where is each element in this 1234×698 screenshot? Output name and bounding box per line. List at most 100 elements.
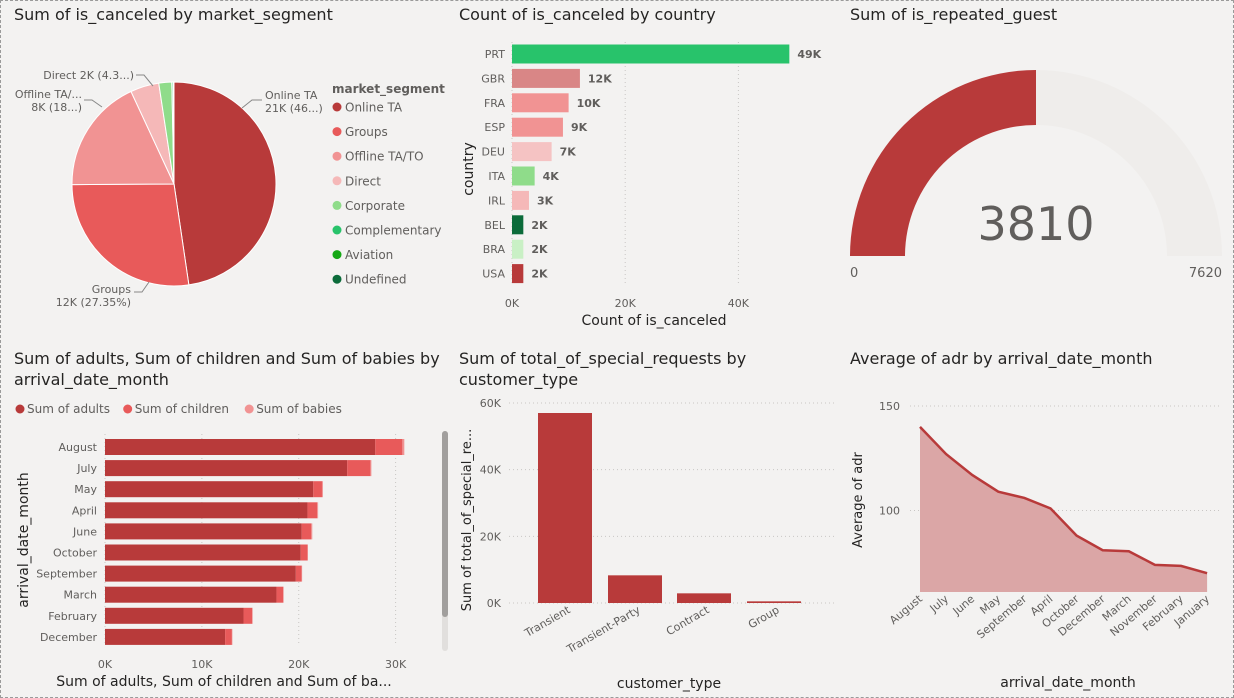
x-tick-contract: Contract <box>664 603 712 638</box>
bar-transient-party <box>608 575 662 603</box>
bar-february-s1 <box>243 607 253 624</box>
country-bar-chart: 0K 20K 40K PRT 49K GBR 12K FRA 10K ESP 9K DEU 7K ITA 4… <box>461 42 822 329</box>
scrollbar-thumb <box>442 431 448 617</box>
leader-online-ta <box>241 99 262 109</box>
legend-marker-4 <box>332 200 342 210</box>
label-groups-1: Groups <box>92 283 131 296</box>
y-tick-prt: PRT <box>485 48 505 61</box>
bar-transient <box>538 413 592 603</box>
label-groups-2: 12K (27.35%) <box>56 296 131 309</box>
data-label-bel: 2K <box>531 219 548 232</box>
leader-groups <box>134 281 150 293</box>
pie-title: Sum of is_canceled by market_segment <box>14 5 333 24</box>
label-offline-1: Offline TA/... <box>15 88 82 101</box>
legend-item-2: Sum of babies <box>256 402 342 416</box>
y-tick-december: December <box>40 631 98 644</box>
legend-marker-5 <box>332 225 342 235</box>
data-label-deu: 7K <box>560 146 577 159</box>
gauge-visual[interactable]: Sum of is_repeated_guest 3810 0 7620 <box>850 4 1228 334</box>
bar-april-s1 <box>307 502 318 519</box>
bar-december-s1 <box>225 628 232 645</box>
y-tick-deu: DEU <box>482 146 505 159</box>
label-online-ta-2: 21K (46...) <box>265 102 323 115</box>
legend-item-5: Complementary <box>345 224 442 238</box>
y-tick-april: April <box>72 504 97 517</box>
x-tick-2: 40K <box>728 297 750 310</box>
y-tick-october: October <box>53 547 97 560</box>
legend-item-6: Aviation <box>345 248 393 262</box>
x-tick-1: 10K <box>191 658 213 671</box>
legend-item-1: Groups <box>345 125 388 139</box>
pie-visual[interactable]: Sum of is_canceled by market_segment Onl… <box>14 4 445 334</box>
legend-marker-7 <box>332 274 342 284</box>
bar-july-s2 <box>370 460 372 477</box>
y-tick-fra: FRA <box>484 97 506 110</box>
y-tick-may: May <box>74 483 97 496</box>
x-tick-3: 30K <box>385 658 407 671</box>
y-axis-title: country <box>461 142 477 196</box>
legend-item-2: Offline TA/TO <box>345 150 424 164</box>
y-tick-irl: IRL <box>488 194 506 207</box>
legend-marker-0 <box>15 404 25 414</box>
bar-march-s1 <box>276 586 284 603</box>
x-tick-0: 0K <box>98 658 113 671</box>
bar-may-s1 <box>313 481 322 498</box>
column-visual[interactable]: Sum of total_of_special_requests by cust… <box>459 348 839 694</box>
stacked-bar-chart: Sum of adults Sum of children Sum of babie… <box>15 402 448 690</box>
area-visual[interactable]: Average of adr by arrival_date_month 100… <box>850 348 1228 694</box>
y-tick-july: July <box>76 462 97 475</box>
label-offline-2: 8K (18...) <box>31 101 82 114</box>
legend-item-4: Corporate <box>345 199 405 213</box>
y-tick-february: February <box>48 610 97 623</box>
legend-marker-3 <box>332 176 342 186</box>
x-axis-title: Sum of adults, Sum of children and Sum o… <box>56 674 392 690</box>
y-tick-0: 100 <box>879 504 900 517</box>
x-tick-2: 20K <box>288 658 310 671</box>
bar-may-s2 <box>321 481 323 498</box>
gauge-track <box>1036 70 1222 256</box>
y-tick-june: June <box>72 525 97 538</box>
stacked-bar-visual[interactable]: Sum of adults, Sum of children and Sum o… <box>14 348 450 694</box>
leader-direct <box>136 74 154 87</box>
legend-item-3: Direct <box>345 174 381 188</box>
legend-item-0: Sum of adults <box>27 402 110 416</box>
stacked-title: Sum of adults, Sum of children and Sum o… <box>14 349 440 389</box>
x-axis-title: arrival_date_month <box>1000 675 1136 691</box>
y-tick-1: 150 <box>879 400 900 413</box>
bar-june-s2 <box>311 523 313 540</box>
bar-usa <box>512 264 524 284</box>
gauge-title: Sum of is_repeated_guest <box>850 5 1058 24</box>
label-direct: Direct 2K (4.3...) <box>43 69 134 82</box>
pie-slice-groups <box>71 183 190 287</box>
bar-august-s2 <box>402 439 405 455</box>
gauge-max-label: 7620 <box>1189 266 1222 281</box>
bar-april-s2 <box>317 502 319 519</box>
gauge-value: 3810 <box>977 197 1094 251</box>
y-tick-1: 20K <box>480 530 502 543</box>
legend-marker-6 <box>332 250 342 260</box>
y-tick-bel: BEL <box>484 219 505 232</box>
y-tick-usa: USA <box>482 268 505 281</box>
data-label-fra: 10K <box>577 97 601 110</box>
bar-december-s0 <box>105 628 226 645</box>
legend-marker-2 <box>332 151 342 161</box>
bar-group <box>747 601 801 603</box>
bar-april-s0 <box>105 502 308 519</box>
y-axis-title: arrival_date_month <box>16 472 32 608</box>
x-tick-transient: Transient <box>522 603 573 640</box>
pie-slice-online-ta <box>173 81 277 286</box>
y-tick-ita: ITA <box>488 170 505 183</box>
country-title: Count of is_canceled by country <box>459 5 716 24</box>
gauge-min-label: 0 <box>850 266 858 281</box>
data-label-gbr: 12K <box>588 72 612 85</box>
country-bar-visual[interactable]: Count of is_canceled by country 0K 20K 40K… <box>459 4 839 334</box>
leader-offline <box>84 99 103 108</box>
bar-july-s1 <box>347 460 371 477</box>
y-axis-title: Average of adr <box>851 451 866 547</box>
area-line <box>919 426 1208 575</box>
gauge-fill <box>850 70 1036 256</box>
x-tick-1: 20K <box>615 297 637 310</box>
gauge-chart: 3810 0 7620 <box>850 70 1222 281</box>
